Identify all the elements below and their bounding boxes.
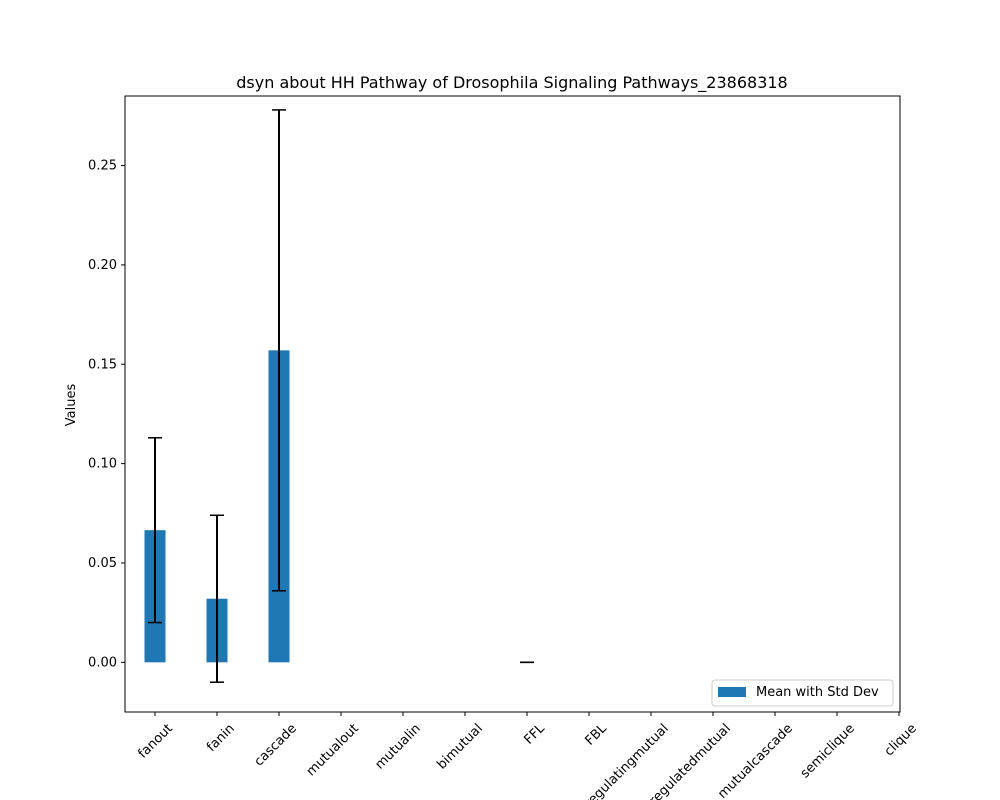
error-bar-cascade xyxy=(272,109,286,592)
error-bar-fanout xyxy=(148,437,162,624)
error-bar-fanin xyxy=(210,514,224,683)
y-tick-label: 0.10 xyxy=(88,457,117,472)
y-tick-label: 0.05 xyxy=(88,556,117,571)
y-tick-label: 0.25 xyxy=(88,159,117,174)
legend-swatch xyxy=(718,687,746,697)
y-tick-label: 0.20 xyxy=(88,258,117,273)
y-axis-label: Values xyxy=(64,384,79,427)
legend-box xyxy=(711,679,894,707)
y-tick-label: 0.15 xyxy=(88,357,117,372)
chart-title: dsyn about HH Pathway of Drosophila Sign… xyxy=(236,73,787,93)
legend: Mean with Std Dev xyxy=(711,679,894,707)
legend-label: Mean with Std Dev xyxy=(756,685,879,700)
axes-frame xyxy=(124,95,901,713)
y-tick-label: 0.00 xyxy=(88,655,117,670)
